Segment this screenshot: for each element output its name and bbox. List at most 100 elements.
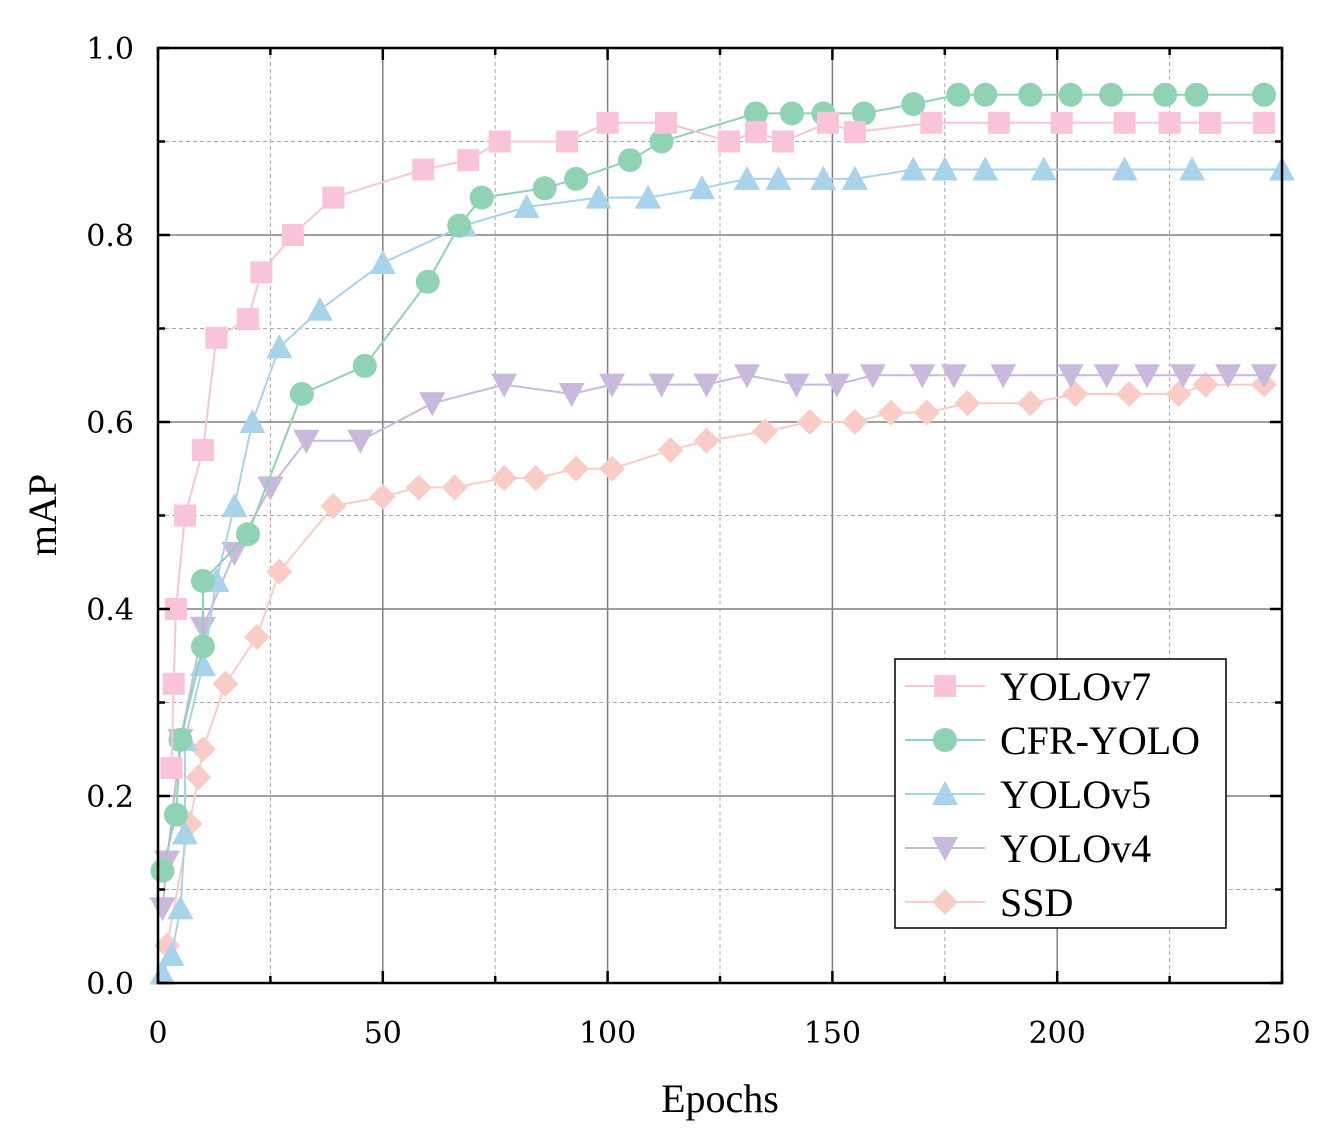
data-point	[564, 166, 589, 191]
legend-entry: CFR-YOLO	[905, 718, 1200, 763]
data-point	[1093, 364, 1120, 389]
data-point	[648, 373, 675, 398]
data-point	[190, 634, 215, 659]
data-point	[1057, 364, 1084, 389]
data-point	[212, 670, 239, 697]
data-point	[1165, 380, 1192, 407]
data-point	[447, 213, 472, 238]
data-point	[1158, 111, 1181, 134]
data-point	[1116, 380, 1143, 407]
data-point	[556, 130, 579, 153]
data-point	[369, 250, 396, 275]
data-point	[250, 261, 273, 284]
data-point	[205, 326, 228, 349]
data-point	[1017, 390, 1044, 417]
data-point	[522, 465, 549, 492]
data-point	[1111, 156, 1138, 181]
x-tick-label: 50	[364, 1016, 402, 1051]
data-point	[744, 121, 767, 144]
legend-label: YOLOv4	[1000, 826, 1151, 871]
data-point	[412, 158, 435, 181]
series-layer	[149, 82, 1295, 985]
y-axis-title: mAP	[20, 474, 65, 556]
data-point	[441, 474, 468, 501]
data-point	[1170, 364, 1197, 389]
data-point	[841, 409, 868, 435]
legend-label: YOLOv7	[1000, 664, 1151, 709]
data-point	[783, 373, 810, 398]
data-point	[173, 504, 196, 527]
data-point	[771, 130, 794, 153]
data-point	[946, 82, 971, 107]
data-point	[851, 101, 876, 126]
x-tick-label: 100	[579, 1016, 636, 1051]
data-point	[320, 493, 347, 520]
data-point	[810, 165, 837, 190]
data-point	[901, 92, 926, 117]
data-point	[1018, 82, 1043, 107]
data-point	[1153, 82, 1178, 107]
data-point	[1050, 111, 1073, 134]
data-point	[990, 364, 1017, 389]
data-point	[693, 373, 720, 398]
series-yolov7	[160, 111, 1276, 779]
data-point	[596, 111, 619, 134]
data-point	[190, 568, 215, 593]
data-point	[841, 165, 868, 190]
data-point	[1184, 82, 1209, 107]
data-point	[859, 364, 886, 389]
data-point	[243, 624, 270, 651]
data-point	[940, 364, 967, 389]
y-tick-label: 0.2	[86, 780, 134, 815]
data-point	[266, 558, 293, 585]
y-tick-label: 0.6	[86, 406, 134, 441]
data-point	[1251, 364, 1278, 389]
data-point	[931, 156, 958, 181]
data-point	[235, 522, 260, 547]
legend-marker	[933, 728, 957, 752]
data-point	[185, 764, 212, 791]
data-point	[164, 598, 187, 620]
data-point	[289, 381, 314, 406]
data-point	[618, 148, 643, 173]
series-cfr-yolo	[150, 82, 1277, 883]
data-point	[816, 111, 839, 134]
data-point	[765, 165, 792, 190]
data-point	[779, 101, 804, 126]
data-point	[162, 672, 185, 695]
data-point	[1099, 82, 1124, 107]
data-point	[513, 193, 540, 218]
x-tick-label: 0	[148, 1016, 167, 1051]
data-point	[635, 184, 662, 209]
data-point	[649, 129, 674, 154]
data-point	[913, 399, 940, 426]
data-point	[1062, 380, 1089, 407]
data-point	[733, 364, 760, 389]
data-point	[1058, 82, 1083, 107]
data-point	[733, 165, 760, 190]
data-point	[491, 465, 518, 492]
data-point	[1113, 111, 1136, 134]
legend-entry: YOLOv4	[905, 826, 1151, 871]
legend-entry: SSD	[905, 880, 1073, 925]
data-point	[900, 156, 927, 181]
data-point	[657, 437, 684, 464]
legend-entry: YOLOv7	[905, 664, 1151, 709]
x-tick-label: 200	[1029, 1016, 1086, 1051]
data-point	[717, 130, 740, 153]
data-point	[306, 296, 333, 321]
tick-labels: 0 50 100 150 200 250 0.0 0.2 0.4 0.6 0.8 1.0	[86, 32, 1310, 1051]
data-point	[239, 409, 266, 433]
data-point	[167, 895, 194, 920]
legend-marker	[932, 889, 958, 915]
data-point	[415, 269, 440, 294]
data-point	[266, 334, 293, 359]
data-point	[1192, 371, 1219, 398]
data-point	[189, 736, 216, 763]
data-point	[563, 455, 590, 482]
data-point	[689, 175, 716, 200]
data-point	[221, 493, 248, 518]
data-point	[877, 399, 904, 426]
